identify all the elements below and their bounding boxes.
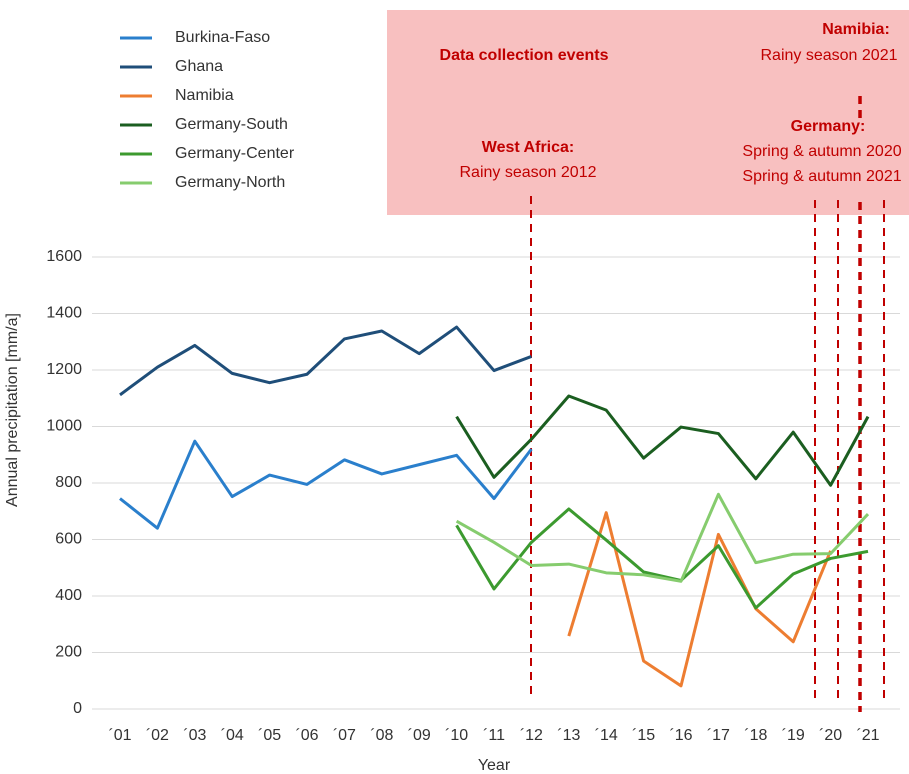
x-tick-label: ´13 [557, 727, 580, 744]
annotation: Rainy season 2021 [761, 47, 898, 64]
legend-label: Burkina-Faso [175, 29, 270, 46]
x-tick-label: ´14 [595, 727, 618, 744]
x-tick-label: ´20 [819, 727, 842, 744]
series-line [119, 439, 533, 530]
annotation: Germany: [791, 118, 866, 135]
series-line [455, 394, 870, 487]
x-tick-label: ´04 [221, 727, 244, 744]
x-tick-label: ´08 [370, 727, 393, 744]
x-axis-label: Year [478, 757, 511, 774]
x-tick-label: ´09 [408, 727, 431, 744]
annotation: West Africa: [482, 139, 574, 156]
annotation: Spring & autumn 2021 [742, 168, 901, 185]
x-tick-label: ´06 [295, 727, 318, 744]
series-line [567, 511, 832, 688]
y-tick-label: 200 [55, 644, 82, 661]
y-tick-label: 1600 [46, 248, 82, 265]
series-line [455, 507, 869, 610]
legend-label: Namibia [175, 87, 234, 104]
x-tick-label: ´05 [258, 727, 281, 744]
y-tick-label: 800 [55, 474, 82, 491]
x-tick-label: ´03 [183, 727, 206, 744]
y-tick-label: 1000 [46, 418, 82, 435]
annotation: Namibia: [822, 21, 890, 38]
x-tick-label: ´01 [108, 727, 131, 744]
x-tick-label: ´02 [146, 727, 169, 744]
y-tick-label: 600 [55, 531, 82, 548]
x-tick-label: ´21 [856, 727, 879, 744]
y-tick-label: 1400 [46, 305, 82, 322]
grid [92, 256, 900, 710]
x-tick-label: ´17 [707, 727, 730, 744]
x-tick-label: ´16 [669, 727, 692, 744]
x-tick-label: ´10 [445, 727, 468, 744]
x-tick-label: ´12 [520, 727, 543, 744]
series-line [119, 325, 532, 397]
legend-label: Germany-South [175, 116, 288, 133]
y-axis-label: Annual precipitation [mm/a] [4, 313, 21, 507]
y-tick-label: 1200 [46, 361, 82, 378]
y-tick-label: 0 [73, 700, 82, 717]
annotation-box [387, 10, 909, 215]
y-tick-label: 400 [55, 587, 82, 604]
x-tick-label: ´15 [632, 727, 655, 744]
annotation: Spring & autumn 2020 [742, 143, 901, 160]
x-tick-label: ´07 [333, 727, 356, 744]
legend-label: Ghana [175, 58, 223, 75]
legend-label: Germany-North [175, 174, 285, 191]
annotation: Data collection events [440, 47, 609, 64]
annotation: Rainy season 2012 [460, 164, 597, 181]
series-line [455, 492, 870, 583]
event-markers [530, 96, 885, 712]
x-tick-label: ´18 [744, 727, 767, 744]
legend-label: Germany-Center [175, 145, 295, 162]
x-tick-label: ´19 [782, 727, 805, 744]
x-tick-label: ´11 [483, 727, 505, 744]
